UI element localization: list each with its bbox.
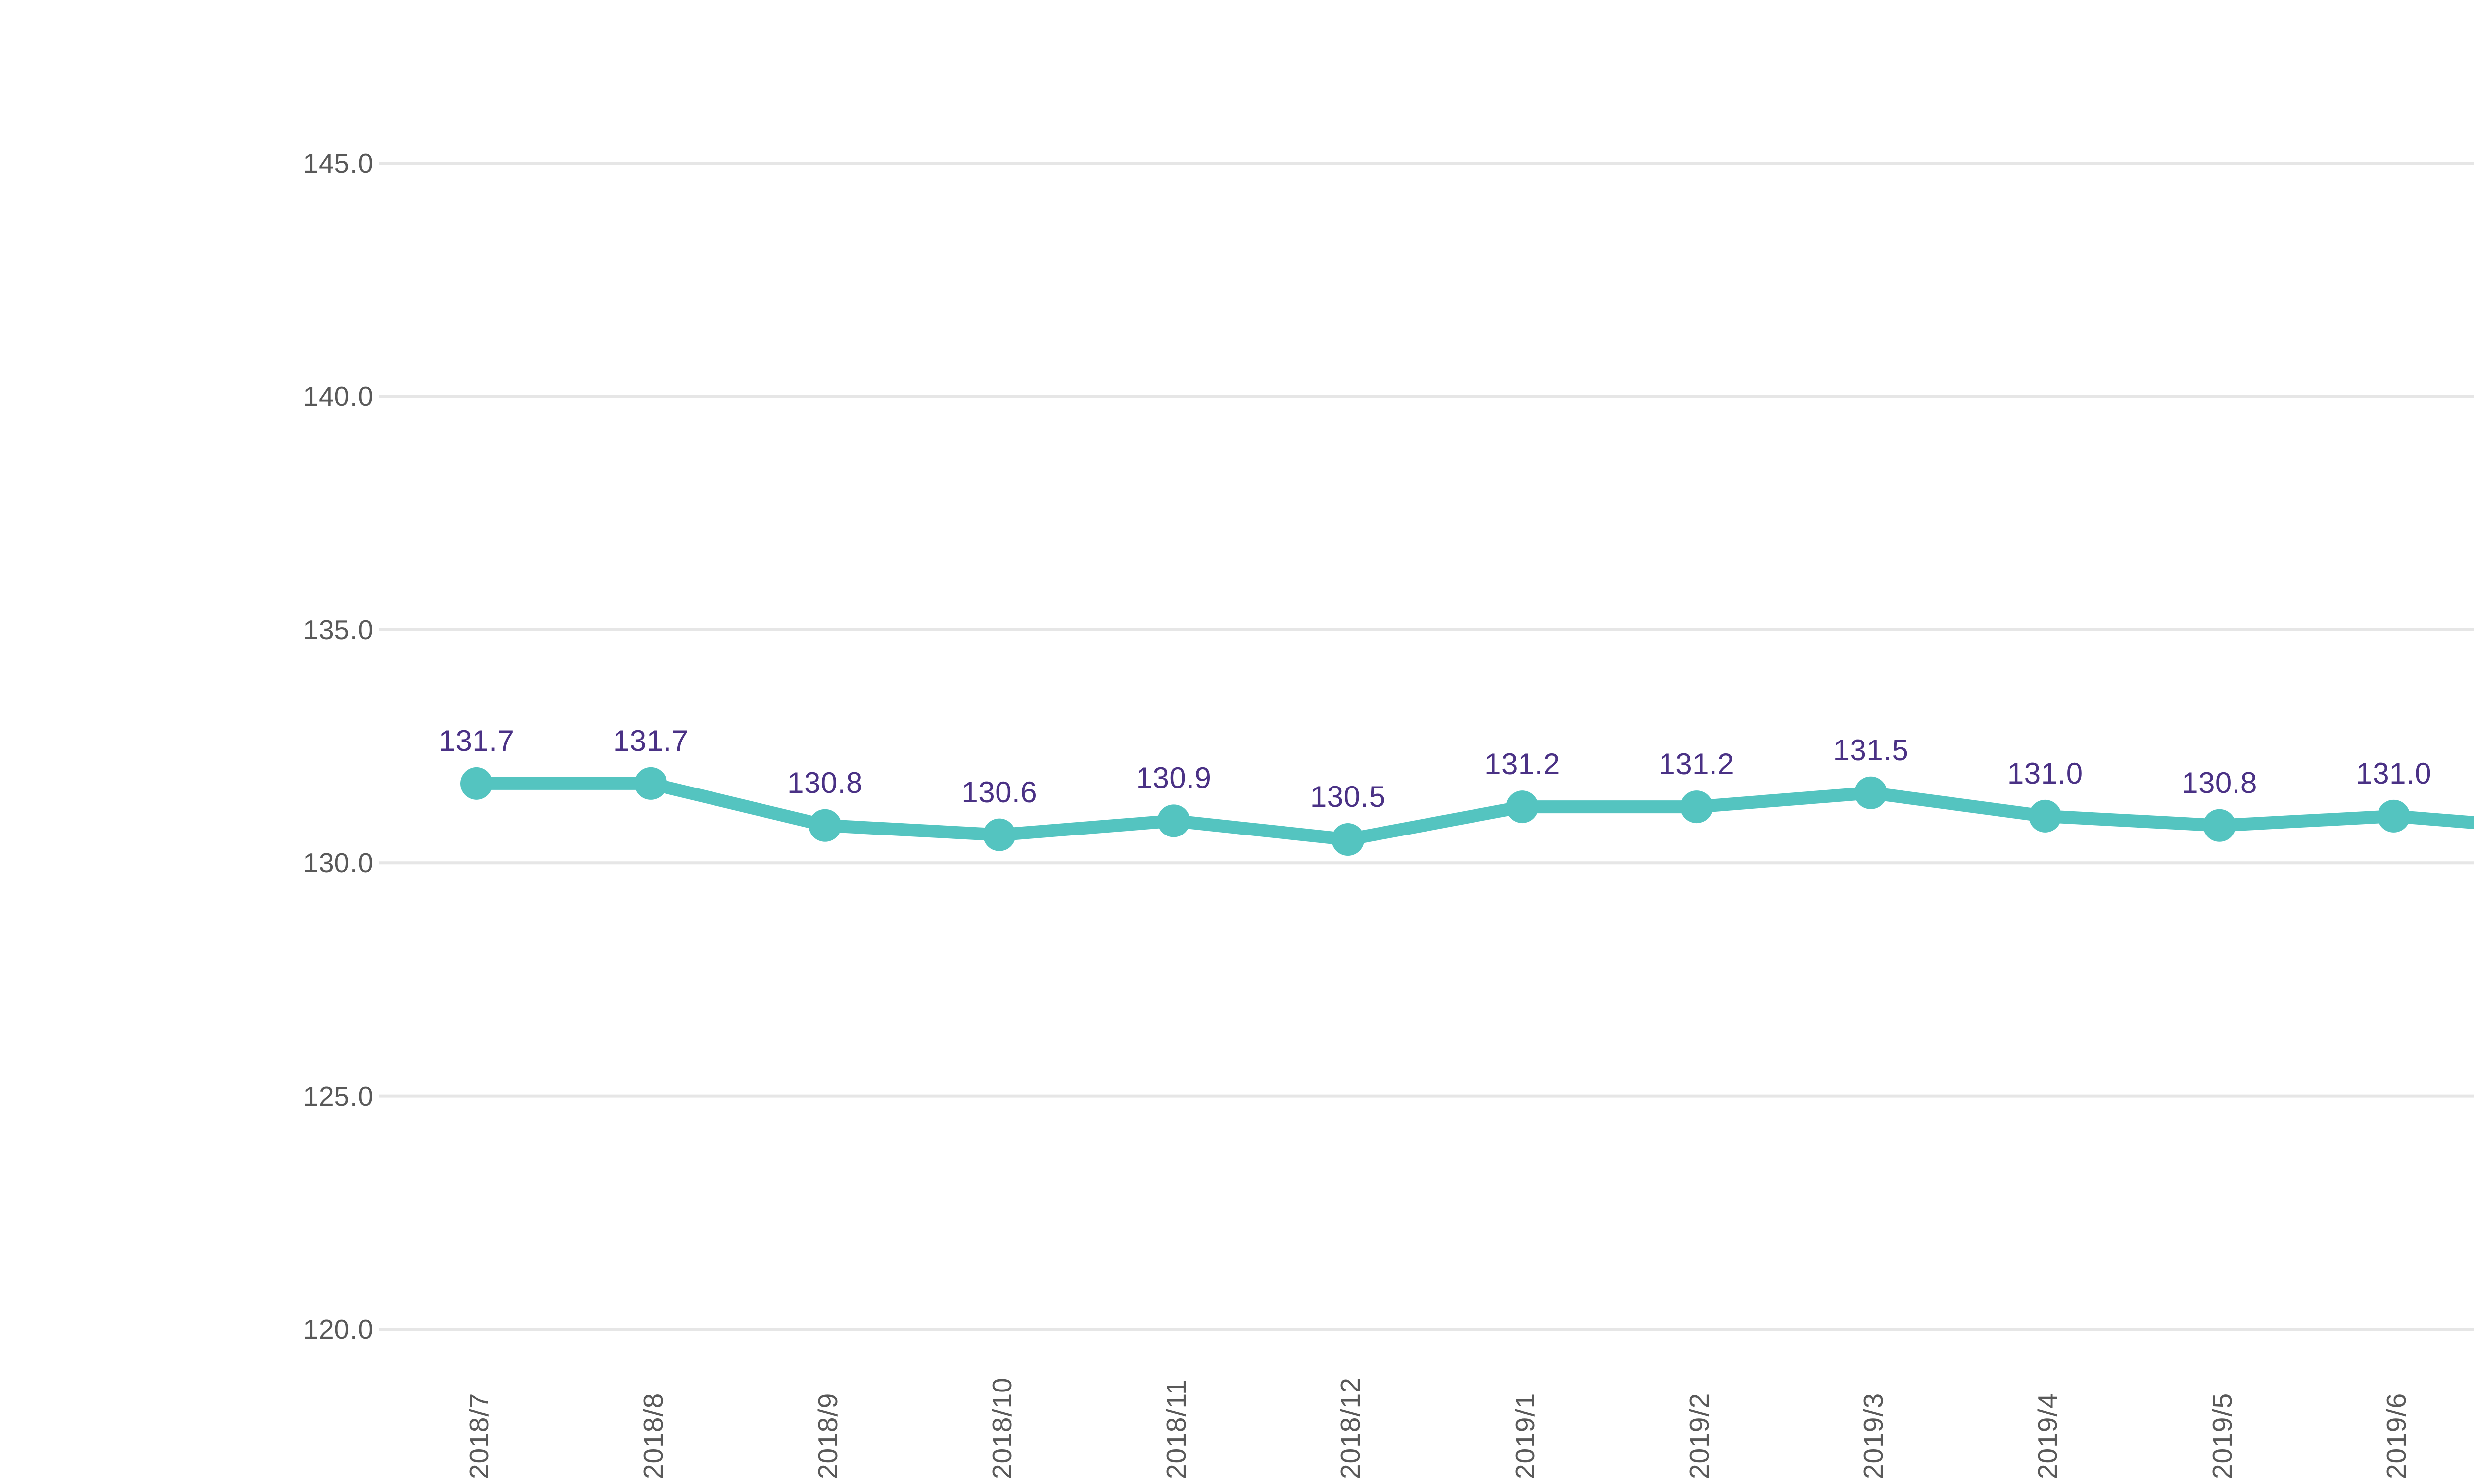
series-line-group bbox=[470, 777, 2474, 846]
data-point-marker[interactable] bbox=[1680, 790, 1713, 824]
data-point-marker[interactable] bbox=[809, 809, 842, 842]
data-point-value-label: 131.2 bbox=[1659, 747, 1735, 781]
data-point-marker[interactable] bbox=[1332, 823, 1365, 856]
data-point-value-label: 130.8 bbox=[2182, 766, 2257, 799]
data-point-value-label: 131.2 bbox=[1484, 747, 1560, 781]
data-point-marker[interactable] bbox=[1855, 776, 1887, 809]
x-axis-tick-label: 2019/4 bbox=[2032, 1392, 2063, 1479]
data-point-value-label: 131.7 bbox=[438, 724, 515, 757]
data-point-marker[interactable] bbox=[2377, 799, 2410, 833]
x-axis-tick-label: 2019/5 bbox=[2206, 1392, 2237, 1479]
x-axis-tick-label: 2019/1 bbox=[1509, 1392, 1540, 1479]
data-point-value-label: 131.0 bbox=[2007, 756, 2083, 790]
data-point-value-label: 130.8 bbox=[787, 766, 863, 799]
y-axis-tick-label: 145.0 bbox=[303, 148, 374, 179]
x-axis-tick-label: 2018/11 bbox=[1161, 1379, 1191, 1479]
x-axis-tick-label: 2018/7 bbox=[464, 1392, 494, 1479]
data-point-marker[interactable] bbox=[983, 818, 1016, 851]
x-axis-tick-label: 2018/10 bbox=[986, 1377, 1017, 1479]
data-point-value-label: 130.6 bbox=[961, 775, 1038, 809]
data-point-value-label: 130.9 bbox=[1136, 761, 1212, 795]
x-axis-tick-label: 2018/8 bbox=[638, 1392, 669, 1479]
y-axis-tick-label: 135.0 bbox=[303, 614, 374, 645]
series-markers-group bbox=[460, 767, 2410, 856]
data-point-marker[interactable] bbox=[1506, 790, 1539, 824]
x-axis-tick-label: 2019/2 bbox=[1683, 1392, 1714, 1479]
gridlines-group bbox=[379, 162, 2474, 1331]
y-axis-tick-label: 130.0 bbox=[303, 847, 374, 879]
data-point-value-label: 131.5 bbox=[1833, 733, 1909, 767]
y-axis-tick-label: 125.0 bbox=[303, 1080, 374, 1112]
data-point-marker[interactable] bbox=[2203, 809, 2236, 842]
x-axis-tick-label: 2018/9 bbox=[812, 1392, 843, 1479]
x-axis-tick-label: 2018/12 bbox=[1335, 1377, 1366, 1479]
y-axis-tick-label: 140.0 bbox=[303, 381, 374, 412]
series-line bbox=[470, 777, 2474, 846]
x-axis-tick-label: 2019/6 bbox=[2380, 1392, 2412, 1479]
data-point-marker[interactable] bbox=[460, 767, 493, 800]
data-point-value-label: 131.7 bbox=[613, 724, 689, 757]
x-axis-tick-label: 2019/3 bbox=[1858, 1392, 1889, 1479]
data-point-marker[interactable] bbox=[634, 767, 667, 800]
data-point-value-label: 130.5 bbox=[1310, 780, 1386, 814]
y-axis-tick-label: 120.0 bbox=[303, 1314, 374, 1345]
data-point-value-label: 131.0 bbox=[2356, 756, 2432, 790]
data-point-marker[interactable] bbox=[2029, 799, 2062, 833]
data-point-marker[interactable] bbox=[1157, 804, 1190, 837]
